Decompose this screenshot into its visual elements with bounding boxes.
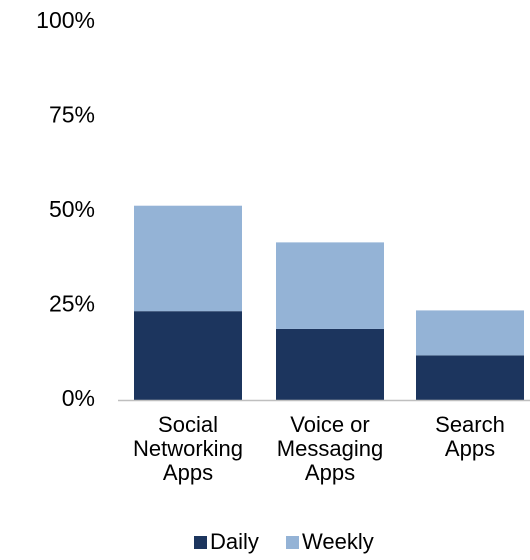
category-label-line: Social <box>158 412 218 437</box>
category-label-line: Apps <box>305 460 355 485</box>
y-tick-label: 50% <box>49 196 95 222</box>
bar-weekly-3 <box>416 310 524 356</box>
bar-weekly-1 <box>134 205 242 312</box>
category-label-3: Search Apps <box>435 412 505 461</box>
legend-swatch-weekly <box>286 536 299 549</box>
category-label-line: Apps <box>445 436 495 461</box>
y-tick-label: 0% <box>62 385 95 411</box>
bar-weekly-2 <box>276 242 384 329</box>
legend-label-daily: Daily <box>210 529 259 554</box>
category-label-line: Networking <box>133 436 243 461</box>
legend-label-weekly: Weekly <box>302 529 374 554</box>
y-tick-label: 25% <box>49 291 95 317</box>
category-label-2: Voice or Messaging Apps <box>277 412 383 485</box>
bar-daily-1 <box>134 311 242 400</box>
bar-daily-2 <box>276 328 384 400</box>
y-tick-label: 100% <box>36 7 95 33</box>
y-tick-label: 75% <box>49 102 95 128</box>
category-label-line: Messaging <box>277 436 383 461</box>
legend: Daily Weekly <box>194 529 374 554</box>
bars <box>134 205 524 400</box>
category-label-line: Apps <box>163 460 213 485</box>
y-axis-tick-labels: 0% 25% 50% 75% 100% <box>36 7 95 411</box>
legend-item-daily: Daily <box>194 529 259 554</box>
legend-item-weekly: Weekly <box>286 529 374 554</box>
category-label-1: Social Networking Apps <box>133 412 243 485</box>
bar-daily-3 <box>416 355 524 400</box>
legend-swatch-daily <box>194 536 207 549</box>
category-label-line: Search <box>435 412 505 437</box>
category-label-line: Voice or <box>290 412 370 437</box>
